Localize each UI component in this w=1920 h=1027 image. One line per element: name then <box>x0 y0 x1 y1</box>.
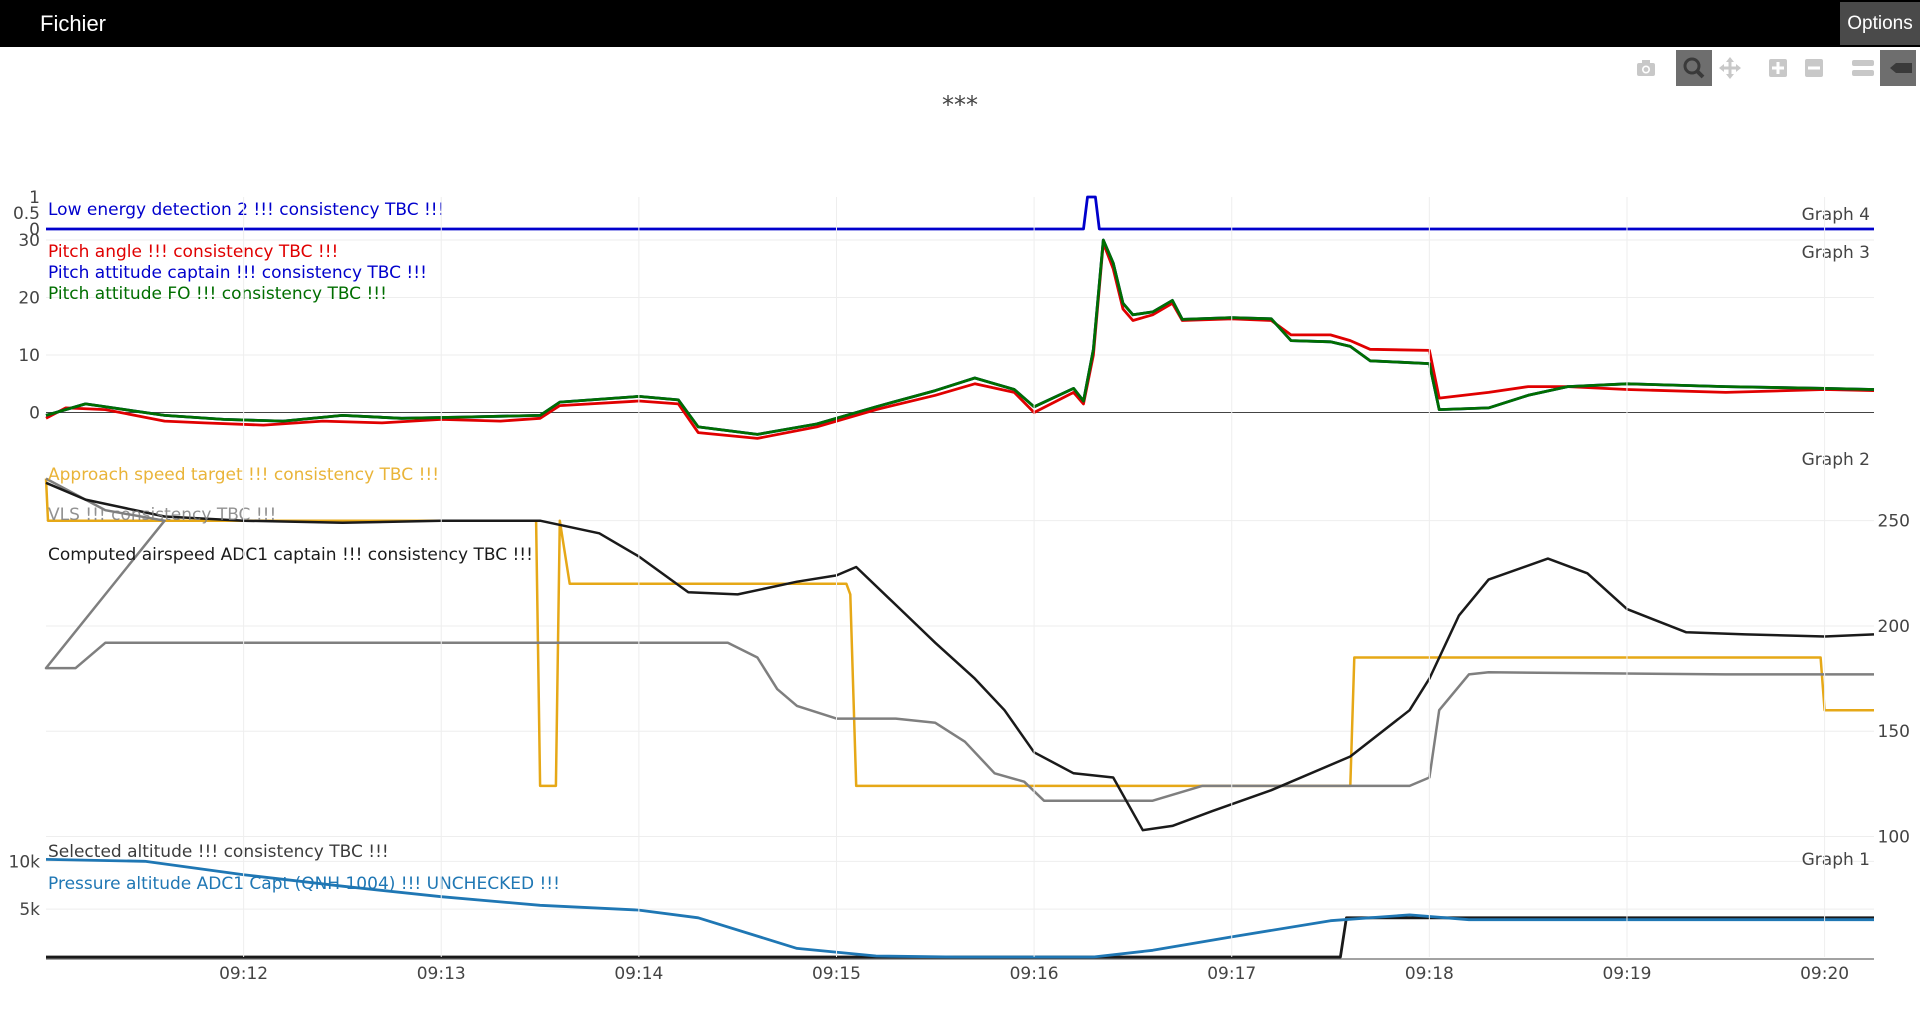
file-menu[interactable]: Fichier <box>40 11 107 36</box>
y-tick-label: 1 <box>29 188 40 208</box>
panel-name: Graph 2 <box>1802 450 1870 470</box>
y-tick-label: 20 <box>18 289 40 309</box>
y-tick-label: 100 <box>1878 827 1910 847</box>
series-line <box>44 477 1874 802</box>
panel-name: Graph 4 <box>1802 205 1870 225</box>
series-legend-label: Pitch angle !!! consistency TBC !!! <box>48 242 338 262</box>
series-legend-label: Pressure altitude ADC1 Capt (QNH 1004) !… <box>48 874 560 894</box>
x-axis: 09:12 09:13 09:14 09:15 09:16 09:17 09:18 09:19… <box>46 197 1874 984</box>
series-line <box>45 858 1874 959</box>
y-tick-label: 5k <box>19 900 40 920</box>
y-tick-label: 30 <box>18 231 40 251</box>
chart-title: *** <box>942 91 978 119</box>
x-tick-label: 09:16 <box>1010 964 1059 984</box>
series-line <box>46 195 1874 231</box>
y-tick-label: 0 <box>29 220 40 240</box>
x-tick-label: 09:14 <box>614 964 663 984</box>
series-line <box>45 238 1875 436</box>
x-tick-label: 09:12 <box>219 964 268 984</box>
series-line <box>46 916 1874 959</box>
zoom-out-icon[interactable] <box>1796 50 1832 86</box>
x-tick-label: 09:15 <box>812 964 861 984</box>
chart-modebar <box>1628 50 1920 90</box>
x-tick-label: 09:19 <box>1602 964 1651 984</box>
pan-icon[interactable] <box>1712 50 1748 86</box>
panel-1: 10k 5k Graph 1 Selected altitude !!! consis… <box>9 842 1874 959</box>
y-tick-label: 0 <box>29 404 40 424</box>
y-tick-label: 10 <box>18 346 40 366</box>
series-line <box>44 478 1874 788</box>
x-tick-label: 09:17 <box>1207 964 1256 984</box>
menu-bar: Fichier Options <box>0 0 1920 47</box>
panel-4: 10.50 Graph 4 Low energy detection 2 !!! c… <box>13 188 1874 240</box>
camera-icon[interactable] <box>1628 50 1664 86</box>
panel-name: Graph 1 <box>1802 850 1870 870</box>
x-tick-label: 09:13 <box>417 964 466 984</box>
zoom-in-icon[interactable] <box>1760 50 1796 86</box>
spike-lines-icon[interactable] <box>1844 50 1880 86</box>
series-legend-label: Pitch attitude captain !!! consistency T… <box>48 263 427 283</box>
series-legend-label: Selected altitude !!! consistency TBC !!… <box>48 842 389 862</box>
series-legend-label: Computed airspeed ADC1 captain !!! consi… <box>48 545 533 565</box>
series-legend-label: Pitch attitude FO !!! consistency TBC !!… <box>48 284 387 304</box>
y-tick-label: 200 <box>1878 617 1910 637</box>
y-tick-label: 0.5 <box>13 204 40 224</box>
y-tick-label: 250 <box>1878 512 1910 532</box>
series-line <box>45 241 1875 440</box>
series-legend-label: Low energy detection 2 !!! consistency T… <box>48 200 444 220</box>
options-button[interactable]: Options <box>1840 2 1920 45</box>
panel-name: Graph 3 <box>1802 243 1870 263</box>
x-tick-label: 09:20 <box>1800 964 1849 984</box>
series-legend-label: VLS !!! consistency TBC !!! <box>48 505 276 525</box>
y-tick-label: 150 <box>1878 722 1910 742</box>
y-tick-label: 10k <box>9 852 41 872</box>
panel-3: 30 20 10 0 Graph 3 Pitch angle !!! consistenc… <box>18 231 1875 440</box>
x-tick-label: 09:18 <box>1405 964 1454 984</box>
zoom-icon[interactable] <box>1676 50 1712 86</box>
hover-compare-icon[interactable] <box>1880 50 1916 86</box>
